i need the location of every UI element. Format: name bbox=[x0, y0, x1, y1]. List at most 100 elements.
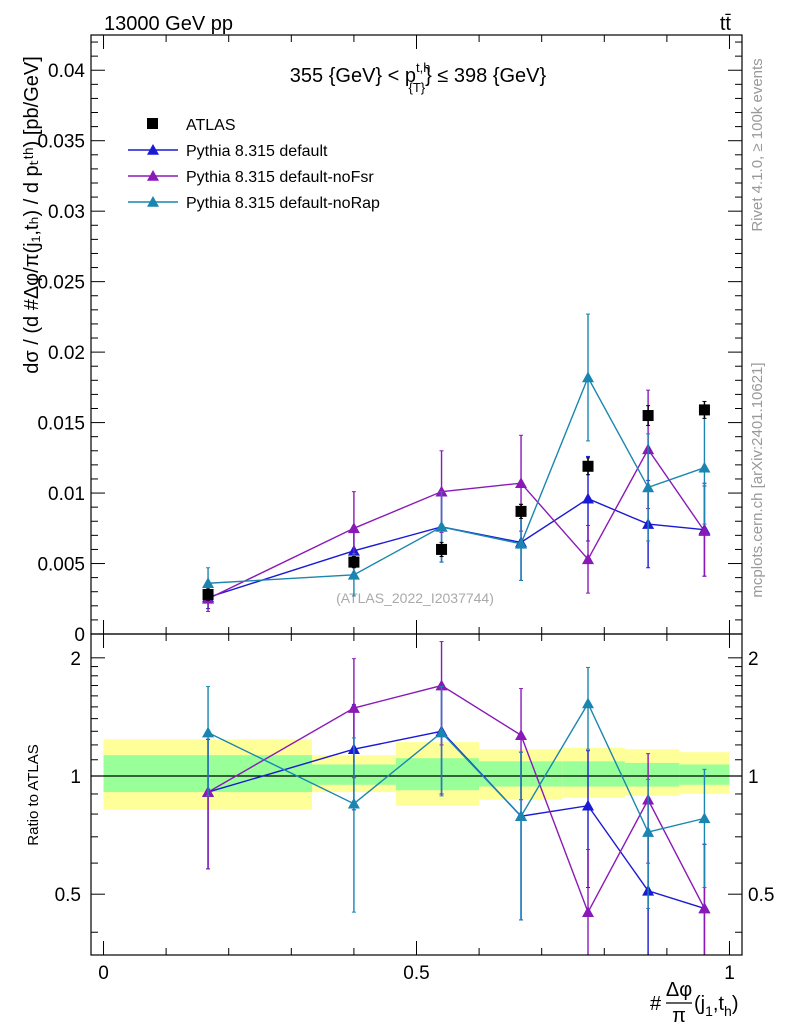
title-lhs: 355 {GeV} < p bbox=[290, 65, 416, 87]
ratio-point-triangle bbox=[698, 812, 711, 824]
data-point-triangle bbox=[698, 525, 711, 536]
legend-marker-triangle bbox=[147, 196, 159, 207]
ratio-point-triangle bbox=[347, 702, 360, 713]
ratio-series-pythia-8-315-default bbox=[202, 685, 711, 956]
ratio-uncertainty-bands bbox=[91, 739, 742, 810]
ratio-axes: 0.5 0.5 1 1 2 2 0 0.5 1 bbox=[55, 634, 774, 984]
data-point-triangle bbox=[347, 522, 360, 534]
series-atlas bbox=[202, 400, 710, 601]
main-ytick-label: 0.015 bbox=[37, 414, 85, 435]
ratio-ytick-label-right: 2 bbox=[748, 649, 759, 670]
main-ytick-label: 0.035 bbox=[37, 132, 85, 153]
ratio-point-triangle bbox=[582, 906, 595, 917]
mcplots-label: mcplots.cern.ch [arXiv:2401.10621] bbox=[749, 362, 766, 597]
xlabel-mid: ,t bbox=[713, 993, 725, 1015]
series-pythia-8-315-default-nofsr bbox=[202, 389, 711, 612]
data-point-triangle bbox=[202, 577, 215, 589]
ratio-point-triangle bbox=[698, 902, 711, 914]
legend-label: Pythia 8.315 default bbox=[186, 143, 328, 160]
ratio-point-triangle bbox=[582, 697, 595, 709]
data-point-triangle bbox=[347, 568, 360, 580]
ratio-point-triangle bbox=[435, 726, 448, 738]
ratio-ytick-label-right: 0.5 bbox=[748, 885, 774, 906]
data-point-triangle bbox=[582, 371, 595, 383]
data-point-square bbox=[642, 410, 654, 422]
main-ytick-label: 0.005 bbox=[37, 555, 85, 576]
ratio-point-triangle bbox=[515, 729, 528, 741]
band-green bbox=[624, 762, 680, 787]
header-collision: 13000 GeV pp bbox=[104, 13, 233, 35]
data-point-triangle bbox=[582, 553, 595, 565]
data-point-square bbox=[436, 543, 448, 555]
title-sup: t,h bbox=[416, 60, 430, 75]
ratio-point-triangle bbox=[582, 799, 595, 811]
main-ytick-label: 0.02 bbox=[48, 343, 85, 364]
legend-label: Pythia 8.315 default-noRap bbox=[186, 195, 380, 212]
data-point-triangle bbox=[435, 520, 448, 532]
main-ytick-label: 0.01 bbox=[48, 484, 85, 505]
ratio-panel: 0.5 0.5 1 1 2 2 0 0.5 1 Ratio to ATLAS # Δφ π (j… bbox=[25, 633, 774, 1024]
series-line bbox=[208, 375, 705, 584]
ratio-xtick-label: 0 bbox=[98, 963, 109, 984]
title-sub: {T} bbox=[409, 80, 426, 95]
ratio-xtick-label: 0.5 bbox=[403, 963, 429, 984]
legend-entry: Pythia 8.315 default bbox=[128, 143, 328, 160]
data-point-triangle bbox=[642, 481, 655, 493]
ratio-point-triangle bbox=[202, 726, 215, 738]
xlabel-denominator: π bbox=[672, 1005, 686, 1024]
data-point-square bbox=[348, 556, 360, 568]
legend-label: ATLAS bbox=[186, 117, 236, 134]
legend-marker-square bbox=[147, 118, 158, 129]
ratio-ytick-label-left: 2 bbox=[70, 649, 81, 670]
xlabel-close: ) bbox=[732, 993, 739, 1015]
main-ytick-label: 0 bbox=[74, 625, 85, 646]
data-point-triangle bbox=[515, 537, 528, 549]
ratio-series-pythia-8-315-default-norap bbox=[202, 666, 711, 921]
legend-marker-triangle bbox=[147, 144, 159, 155]
legend-entry: Pythia 8.315 default-noRap bbox=[128, 195, 380, 212]
data-point-triangle bbox=[582, 492, 595, 504]
ratio-point-triangle bbox=[515, 810, 528, 821]
legend-entry: Pythia 8.315 default-noFsr bbox=[128, 169, 374, 186]
data-point-square bbox=[515, 505, 527, 517]
xlabel-args-open: (j bbox=[694, 993, 705, 1015]
data-point-triangle bbox=[435, 485, 448, 497]
xlabel-sub1: 1 bbox=[705, 1003, 713, 1019]
main-ylabel: dσ / (d #Δφ/π(j₁,tₕ) / d pₜᵗʰ) [pb/GeV] bbox=[21, 56, 43, 374]
ratio-xlabel: # Δφ π (j1,th) bbox=[650, 979, 739, 1024]
legend-marker-triangle bbox=[147, 170, 159, 181]
series-line bbox=[207, 497, 705, 599]
main-panel: (ATLAS_2022_I2037744) 0 0.005 0.01 0.015 0.0… bbox=[21, 34, 743, 646]
data-point-square bbox=[582, 460, 594, 472]
series-pythia-8-315-default bbox=[202, 455, 711, 610]
analysis-watermark: (ATLAS_2022_I2037744) bbox=[336, 590, 494, 606]
legend-entry: ATLAS bbox=[147, 117, 236, 134]
data-point-triangle bbox=[515, 477, 528, 488]
main-ytick-label: 0.025 bbox=[37, 273, 85, 294]
title-rhs: } ≤ 398 {GeV} bbox=[425, 65, 546, 87]
ratio-ytick-label-right: 1 bbox=[748, 767, 759, 788]
ratio-point-triangle bbox=[435, 679, 448, 691]
data-point-triangle bbox=[698, 461, 711, 473]
data-point-square bbox=[698, 404, 710, 416]
ratio-ytick-label-left: 1 bbox=[70, 767, 81, 788]
ratio-xtick-label: 1 bbox=[724, 963, 735, 984]
ratio-series-group bbox=[202, 641, 711, 956]
ratio-point-triangle bbox=[347, 797, 360, 809]
rivet-version-label: Rivet 4.1.0, ≥ 100k events bbox=[749, 58, 766, 231]
ratio-frame bbox=[90, 633, 743, 956]
main-series-group bbox=[202, 313, 711, 612]
band-green bbox=[562, 761, 625, 787]
main-ytick-label: 0.04 bbox=[48, 61, 85, 82]
legend-label: Pythia 8.315 default-noFsr bbox=[186, 169, 374, 186]
series-line bbox=[207, 448, 706, 600]
main-ytick-label: 0.03 bbox=[48, 202, 85, 223]
legend: ATLAS Pythia 8.315 default Pythia 8.315 de… bbox=[128, 117, 380, 212]
panel-title: 355 {GeV} < pt,h {T}} ≤ 398 {GeV} bbox=[290, 60, 547, 95]
band-green bbox=[395, 758, 480, 791]
ratio-ytick-label-left: 0.5 bbox=[55, 885, 81, 906]
series-pythia-8-315-default-norap bbox=[202, 313, 711, 600]
xlabel-hash: # bbox=[650, 993, 662, 1015]
xlabel-numerator: Δφ bbox=[666, 979, 692, 1001]
